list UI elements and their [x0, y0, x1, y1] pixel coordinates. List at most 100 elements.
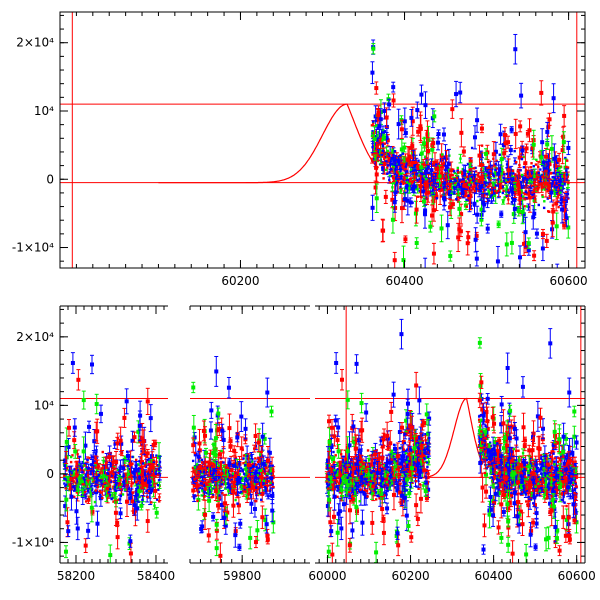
- data-point: [410, 182, 413, 185]
- data-point: [143, 465, 146, 468]
- data-point: [386, 164, 390, 167]
- data-point: [386, 153, 389, 156]
- data-point: [560, 207, 565, 212]
- data-point: [122, 472, 126, 476]
- data-point: [468, 163, 472, 167]
- data-point: [453, 182, 457, 185]
- data-point: [384, 115, 389, 120]
- data-point: [501, 191, 505, 195]
- data-point: [559, 186, 563, 190]
- data-point: [131, 482, 135, 485]
- data-point: [150, 466, 154, 469]
- data-point: [487, 165, 491, 169]
- data-point: [71, 473, 74, 476]
- data-point: [76, 453, 79, 456]
- data-point: [482, 170, 485, 173]
- data-point: [546, 197, 549, 200]
- data-point: [523, 230, 528, 235]
- data-point: [485, 184, 488, 187]
- data-point: [494, 167, 497, 170]
- data-point: [405, 170, 409, 173]
- data-point: [410, 160, 415, 165]
- data-point: [91, 478, 94, 481]
- data-point: [63, 476, 66, 479]
- data-point: [476, 187, 480, 190]
- data-point: [114, 483, 118, 486]
- data-point: [422, 175, 426, 178]
- data-point: [474, 177, 478, 181]
- data-point: [145, 489, 149, 493]
- data-point: [75, 480, 79, 483]
- data-point: [401, 152, 404, 155]
- data-point: [96, 485, 99, 489]
- data-point: [520, 157, 524, 161]
- data-point: [481, 200, 486, 205]
- data-point: [64, 497, 69, 502]
- data-point: [388, 181, 392, 184]
- data-point: [429, 168, 434, 173]
- data-point: [522, 166, 526, 169]
- data-point: [373, 159, 376, 162]
- data-point: [458, 171, 462, 174]
- data-point: [539, 90, 544, 95]
- data-point: [539, 177, 542, 180]
- data-point: [557, 157, 562, 162]
- data-point: [496, 222, 501, 227]
- data-point: [403, 130, 408, 135]
- data-point: [441, 181, 444, 184]
- data-point: [422, 181, 425, 184]
- data-point: [559, 202, 563, 205]
- data-point: [561, 134, 566, 139]
- data-point: [559, 191, 562, 194]
- data-point: [89, 492, 92, 496]
- data-point: [386, 166, 389, 169]
- data-point: [104, 486, 107, 489]
- data-point: [371, 120, 375, 123]
- data-point: [458, 90, 463, 95]
- data-point: [86, 489, 90, 492]
- data-point: [563, 197, 566, 200]
- data-point: [377, 142, 380, 146]
- data-point: [76, 377, 81, 382]
- data-point: [555, 269, 559, 273]
- data-point: [432, 179, 435, 182]
- data-point: [516, 174, 521, 179]
- data-point: [89, 467, 93, 471]
- data-point: [138, 460, 141, 463]
- data-point: [372, 133, 375, 136]
- data-point: [537, 175, 540, 179]
- data-point: [88, 456, 91, 460]
- data-point: [115, 473, 118, 476]
- data-point: [516, 170, 519, 173]
- data-point: [72, 472, 76, 475]
- data-point: [493, 186, 496, 189]
- data-point: [413, 160, 418, 165]
- data-point: [461, 167, 464, 171]
- data-point: [383, 130, 387, 133]
- data-point: [483, 182, 486, 185]
- data-point: [506, 180, 509, 183]
- data-point: [128, 470, 131, 473]
- data-point: [511, 169, 515, 172]
- data-point: [86, 479, 89, 483]
- data-point: [156, 454, 161, 459]
- data-point: [377, 124, 382, 129]
- data-point: [398, 162, 401, 166]
- data-point: [409, 177, 412, 181]
- data-point: [504, 242, 509, 247]
- data-point: [551, 209, 556, 214]
- data-point: [471, 188, 475, 191]
- data-point: [456, 235, 461, 240]
- data-point: [399, 190, 402, 193]
- data-point: [371, 130, 374, 133]
- data-point: [372, 144, 375, 147]
- data-point: [125, 453, 130, 458]
- data-point: [105, 487, 110, 492]
- data-point: [70, 479, 73, 483]
- data-point: [371, 151, 376, 156]
- data-point: [430, 213, 435, 218]
- data-point: [462, 169, 466, 172]
- data-point: [548, 159, 551, 163]
- data-point: [429, 181, 433, 185]
- data-point: [470, 180, 474, 184]
